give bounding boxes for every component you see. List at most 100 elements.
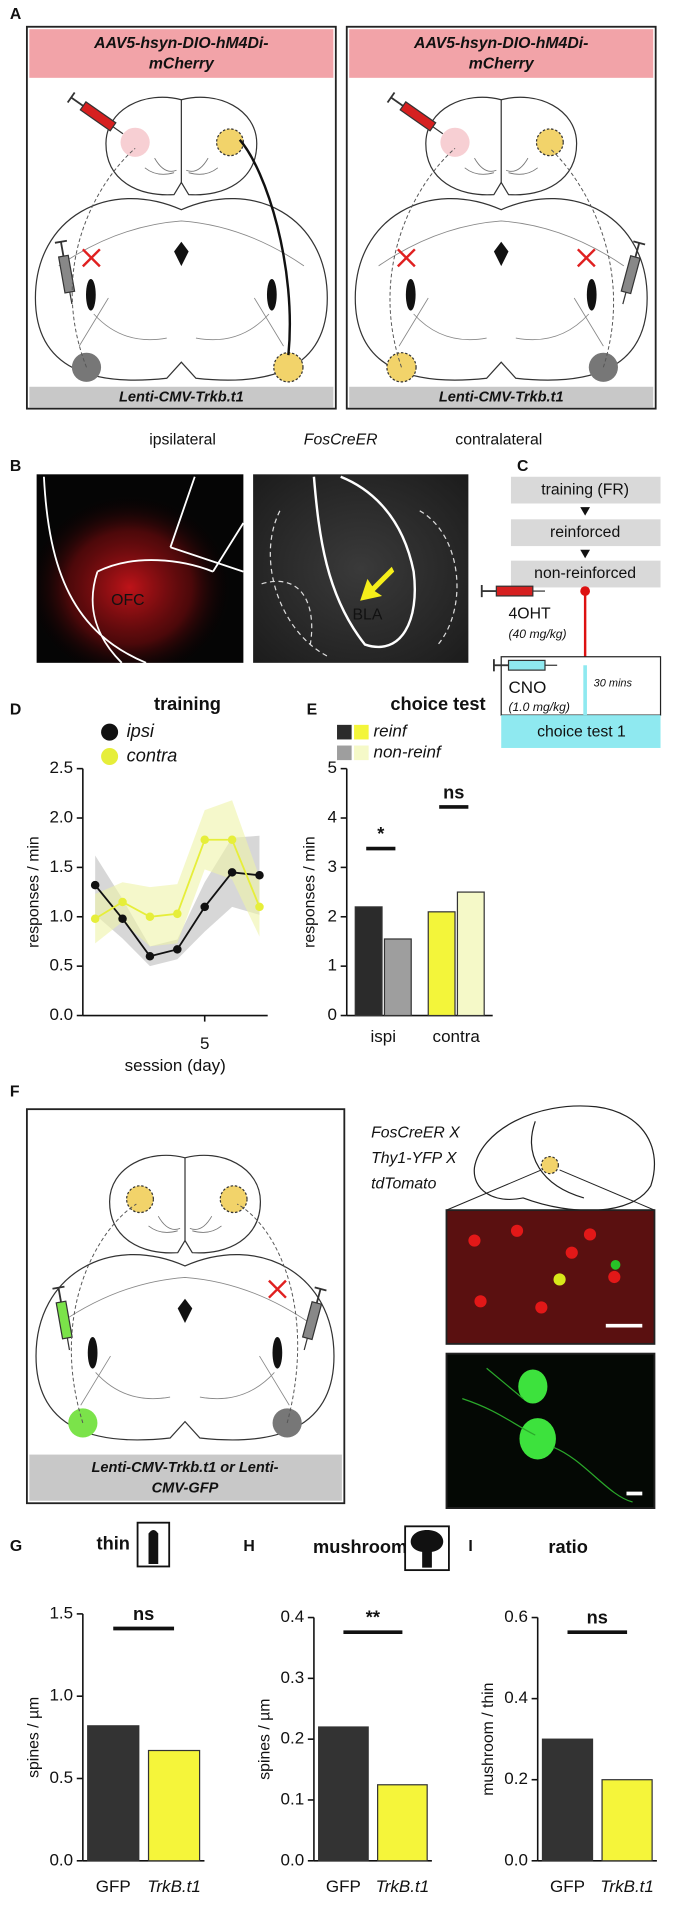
y-tick-label: 4 (328, 808, 337, 827)
syringe (386, 92, 444, 135)
tract (266, 278, 277, 311)
y-tick-label: 0.2 (504, 1769, 528, 1788)
data-point (173, 909, 182, 919)
tract (405, 278, 416, 311)
y-tick-label: 0.4 (504, 1688, 528, 1707)
region-label: OFC (111, 592, 144, 609)
bar (601, 1779, 653, 1862)
syringe-plunger (634, 242, 641, 258)
tract (272, 1336, 283, 1369)
y-tick-label: 0.0 (504, 1850, 528, 1869)
legend-label: contra (127, 744, 178, 765)
panel-label: A (10, 6, 21, 23)
syringe-body (507, 659, 546, 671)
x-tick-label: TrkB.t1 (600, 1877, 654, 1896)
y-tick-label: 0.1 (281, 1789, 305, 1808)
syringe-body (57, 254, 76, 294)
drug-dose: (1.0 mg/kg) (509, 700, 570, 714)
bar (377, 1784, 428, 1862)
syringe-body (620, 255, 641, 295)
data-point (118, 897, 127, 907)
syringe-cap (54, 239, 68, 244)
syringe-plunger (70, 96, 84, 107)
data-point (255, 902, 264, 912)
y-tick-label: 5 (328, 758, 337, 777)
data-point (227, 835, 237, 844)
cell (519, 1418, 556, 1460)
y-axis-label: mushroom / thin (480, 1683, 497, 1796)
target-ofc (219, 1185, 248, 1214)
brain-detail (464, 157, 538, 175)
bar (147, 1749, 201, 1862)
y-tick-label: 1.5 (49, 1603, 73, 1622)
mouse-line: tdTomato (371, 1176, 436, 1193)
test-label: choice test 1 (537, 723, 626, 740)
syringe-plunger (60, 241, 65, 257)
step-arrow (580, 507, 590, 516)
timeline-dot (580, 586, 590, 596)
y-tick-label: 2.0 (49, 808, 73, 827)
region-outline (312, 475, 416, 648)
projection (70, 1203, 137, 1424)
brain-outline (34, 198, 328, 381)
header-band (29, 29, 334, 78)
legend-marker (101, 723, 119, 741)
bar (318, 1726, 369, 1862)
brain-detail (59, 1276, 311, 1406)
bar (541, 1738, 594, 1862)
bar (456, 891, 485, 1017)
x-tick-label: contra (433, 1027, 481, 1046)
legend-swatch (354, 745, 369, 761)
brain-detail (58, 220, 305, 347)
brain-outline (35, 1254, 335, 1441)
zoom-lines (446, 1169, 655, 1211)
data-point (173, 945, 182, 954)
panel-label: I (468, 1538, 472, 1555)
data-point (145, 952, 155, 961)
target-ofc (120, 127, 150, 157)
step-label: training (FR) (541, 481, 629, 498)
projection (549, 148, 614, 368)
construct-label: Lenti-CMV-Trkb.t1 or Lenti- (91, 1460, 278, 1476)
panel-label: G (10, 1538, 22, 1555)
target-bla (68, 1408, 98, 1438)
target-ofc (540, 1155, 559, 1175)
chart-title: thin (97, 1532, 130, 1553)
block-cross (268, 1279, 287, 1299)
region-outline (43, 476, 245, 664)
target-ofc (216, 128, 244, 157)
target-ofc (126, 1185, 154, 1214)
bar (427, 911, 456, 1017)
y-tick-label: 2.5 (49, 758, 73, 777)
region-label: BLA (353, 607, 383, 624)
panel-label: F (10, 1083, 20, 1100)
syringe-body (495, 585, 534, 597)
syringe-needle (66, 1337, 71, 1351)
y-tick-label: 0.6 (504, 1607, 528, 1626)
drug-label: 4OHT (509, 605, 551, 622)
x-tick-label: TrkB.t1 (376, 1877, 430, 1896)
chart-title: choice test (390, 693, 485, 714)
target-bla (588, 352, 618, 382)
cell (608, 1270, 621, 1284)
data-point (90, 880, 100, 890)
delay-label: 30 mins (594, 677, 633, 689)
y-tick-label: 1 (328, 956, 337, 975)
step-box (510, 560, 661, 588)
cell (583, 1228, 597, 1241)
syringe (54, 239, 76, 305)
y-axis-label: spines / µm (25, 1697, 42, 1778)
x-tick-label: GFP (550, 1877, 585, 1896)
y-axis-label: spines / µm (256, 1699, 273, 1780)
brain-detail (148, 1215, 222, 1233)
syringe-needle (622, 292, 627, 305)
data-point (145, 912, 155, 922)
condition-label: ipsilateral (149, 431, 216, 448)
bar (354, 906, 383, 1017)
y-tick-label: 0.5 (49, 1768, 73, 1787)
footer-band (29, 1454, 342, 1501)
y-axis-label: responses / min (301, 836, 318, 948)
y-tick-label: 0.2 (281, 1729, 305, 1748)
